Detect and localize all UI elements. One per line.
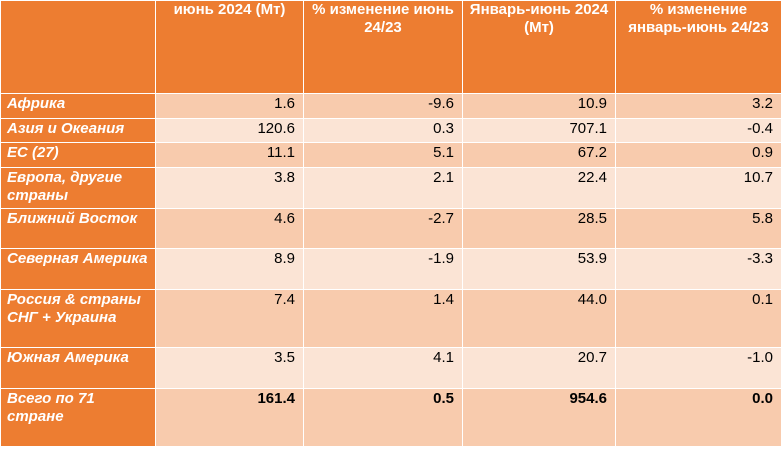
region-label: Африка bbox=[0, 93, 156, 119]
cell-june-2024: 11.1 bbox=[155, 142, 304, 168]
cell-jan-jun-2024: 28.5 bbox=[462, 208, 616, 249]
table-row: Африка 1.6 -9.6 10.9 3.2 bbox=[0, 93, 781, 119]
cell-change-jan-jun: 0.0 bbox=[615, 388, 781, 447]
table-row: ЕС (27) 11.1 5.1 67.2 0.9 bbox=[0, 142, 781, 168]
cell-change-jan-jun: 3.2 bbox=[615, 93, 781, 119]
header-corner bbox=[0, 0, 156, 94]
cell-change-jan-jun: -3.3 bbox=[615, 248, 781, 290]
cell-june-2024: 161.4 bbox=[155, 388, 304, 447]
table-row: Европа, другие страны 3.8 2.1 22.4 10.7 bbox=[0, 167, 781, 209]
cell-change-jan-jun: 0.9 bbox=[615, 142, 781, 168]
cell-jan-jun-2024: 707.1 bbox=[462, 118, 616, 143]
table-row: Ближний Восток 4.6 -2.7 28.5 5.8 bbox=[0, 208, 781, 249]
header-jan-jun-2024: Январь-июнь 2024 (Мт) bbox=[462, 0, 616, 94]
cell-jan-jun-2024: 67.2 bbox=[462, 142, 616, 168]
cell-june-2024: 3.8 bbox=[155, 167, 304, 209]
cell-june-2024: 4.6 bbox=[155, 208, 304, 249]
cell-change-jan-jun: -0.4 bbox=[615, 118, 781, 143]
cell-change-june: 0.3 bbox=[303, 118, 463, 143]
region-label: Россия & страны СНГ + Украина bbox=[0, 289, 156, 348]
cell-change-june: -1.9 bbox=[303, 248, 463, 290]
header-june-2024: июнь 2024 (Мт) bbox=[155, 0, 304, 94]
table-row: Северная Америка 8.9 -1.9 53.9 -3.3 bbox=[0, 248, 781, 290]
table-row: Азия и Океания 120.6 0.3 707.1 -0.4 bbox=[0, 118, 781, 143]
cell-change-june: 2.1 bbox=[303, 167, 463, 209]
cell-change-jan-jun: -1.0 bbox=[615, 347, 781, 389]
cell-jan-jun-2024: 22.4 bbox=[462, 167, 616, 209]
region-label: Южная Америка bbox=[0, 347, 156, 389]
cell-change-june: 5.1 bbox=[303, 142, 463, 168]
cell-jan-jun-2024: 20.7 bbox=[462, 347, 616, 389]
region-label: Ближний Восток bbox=[0, 208, 156, 249]
header-row: июнь 2024 (Мт) % изменение июнь 24/23 Ян… bbox=[0, 0, 781, 94]
cell-jan-jun-2024: 44.0 bbox=[462, 289, 616, 348]
region-label: Азия и Океания bbox=[0, 118, 156, 143]
cell-change-june: -2.7 bbox=[303, 208, 463, 249]
cell-jan-jun-2024: 10.9 bbox=[462, 93, 616, 119]
table-row: Россия & страны СНГ + Украина 7.4 1.4 44… bbox=[0, 289, 781, 348]
cell-june-2024: 3.5 bbox=[155, 347, 304, 389]
cell-change-june: 0.5 bbox=[303, 388, 463, 447]
header-change-jan-jun: % изменение январь-июнь 24/23 bbox=[615, 0, 781, 94]
cell-change-june: 4.1 bbox=[303, 347, 463, 389]
total-row: Всего по 71 стране 161.4 0.5 954.6 0.0 bbox=[0, 388, 781, 447]
cell-jan-jun-2024: 954.6 bbox=[462, 388, 616, 447]
cell-june-2024: 120.6 bbox=[155, 118, 304, 143]
cell-change-jan-jun: 5.8 bbox=[615, 208, 781, 249]
cell-jan-jun-2024: 53.9 bbox=[462, 248, 616, 290]
cell-change-june: 1.4 bbox=[303, 289, 463, 348]
cell-june-2024: 8.9 bbox=[155, 248, 304, 290]
header-change-june: % изменение июнь 24/23 bbox=[303, 0, 463, 94]
table-row: Южная Америка 3.5 4.1 20.7 -1.0 bbox=[0, 347, 781, 389]
cell-june-2024: 7.4 bbox=[155, 289, 304, 348]
cell-change-jan-jun: 0.1 bbox=[615, 289, 781, 348]
region-label: Всего по 71 стране bbox=[0, 388, 156, 447]
cell-change-june: -9.6 bbox=[303, 93, 463, 119]
region-label: ЕС (27) bbox=[0, 142, 156, 168]
region-label: Северная Америка bbox=[0, 248, 156, 290]
region-label: Европа, другие страны bbox=[0, 167, 156, 209]
cell-june-2024: 1.6 bbox=[155, 93, 304, 119]
cell-change-jan-jun: 10.7 bbox=[615, 167, 781, 209]
